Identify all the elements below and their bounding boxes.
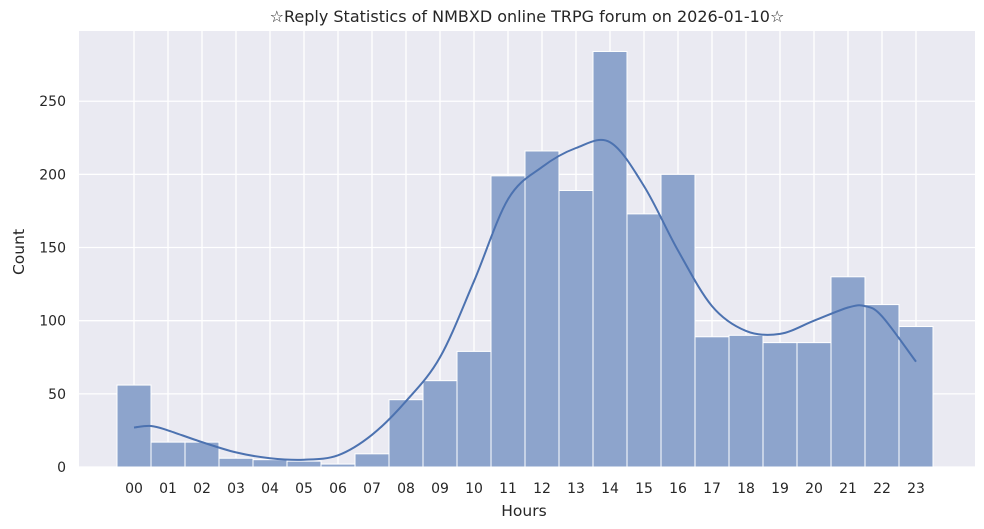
x-tick-label: 19 <box>771 481 789 497</box>
y-tick-label: 250 <box>39 94 66 110</box>
kde-curve-line <box>133 138 917 461</box>
x-tick-label: 03 <box>227 481 245 497</box>
x-tick-label: 00 <box>125 481 143 497</box>
bar-hour-19 <box>762 342 798 468</box>
x-tick-label: 22 <box>873 481 891 497</box>
bar-hour-17 <box>694 336 730 468</box>
x-tick-label: 04 <box>261 481 279 497</box>
x-axis-ticks: 00 01 02 03 04 05 06 07 08 09 10 11 12 13 14 15 16 17 18 19… <box>125 481 925 497</box>
x-tick-label: 02 <box>193 481 211 497</box>
x-tick-label: 07 <box>363 481 381 497</box>
bar-hour-11 <box>490 175 526 468</box>
x-tick-label: 11 <box>499 481 517 497</box>
bar-hour-08 <box>388 399 424 468</box>
bars <box>116 50 934 468</box>
x-tick-label: 09 <box>431 481 449 497</box>
x-tick-label: 12 <box>533 481 551 497</box>
bar-hour-22 <box>864 304 900 468</box>
bar-hour-04 <box>252 459 288 468</box>
bar-hour-20 <box>796 342 832 468</box>
bar-hour-16 <box>660 173 696 468</box>
x-tick-label: 16 <box>669 481 687 497</box>
y-axis-ticks: 0 50 100 150 200 250 <box>39 94 66 476</box>
x-tick-label: 17 <box>703 481 721 497</box>
x-tick-label: 23 <box>907 481 925 497</box>
y-axis-label: Count <box>10 229 28 275</box>
y-tick-label: 50 <box>48 387 66 403</box>
bar-hour-14 <box>592 50 628 468</box>
y-tick-label: 150 <box>39 241 66 257</box>
x-tick-label: 18 <box>737 481 755 497</box>
x-tick-label: 05 <box>295 481 313 497</box>
bar-hour-07 <box>354 453 390 468</box>
x-tick-label: 13 <box>567 481 585 497</box>
bar-hour-05 <box>286 460 322 468</box>
bar-hour-18 <box>728 334 764 468</box>
chart-title: ☆Reply Statistics of NMBXD online TRPG f… <box>270 7 785 26</box>
x-tick-label: 06 <box>329 481 347 497</box>
x-tick-label: 21 <box>839 481 857 497</box>
bar-hour-06 <box>320 463 356 468</box>
x-tick-label: 01 <box>159 481 177 497</box>
y-tick-label: 100 <box>39 314 66 330</box>
x-tick-label: 15 <box>635 481 653 497</box>
bar-hour-15 <box>626 213 662 468</box>
bar-hour-03 <box>218 457 254 468</box>
bar-hour-13 <box>558 189 594 468</box>
bar-hour-01 <box>150 441 186 468</box>
bar-hour-23 <box>898 326 934 468</box>
bar-hour-10 <box>456 350 492 468</box>
y-tick-label: 200 <box>39 167 66 183</box>
bar-hour-12 <box>524 150 560 468</box>
x-tick-label: 14 <box>601 481 619 497</box>
x-tick-label: 08 <box>397 481 415 497</box>
bar-hour-09 <box>422 380 458 468</box>
x-tick-label: 20 <box>805 481 823 497</box>
x-tick-label: 10 <box>465 481 483 497</box>
y-tick-label: 0 <box>57 460 66 476</box>
x-axis-label: Hours <box>501 502 546 520</box>
